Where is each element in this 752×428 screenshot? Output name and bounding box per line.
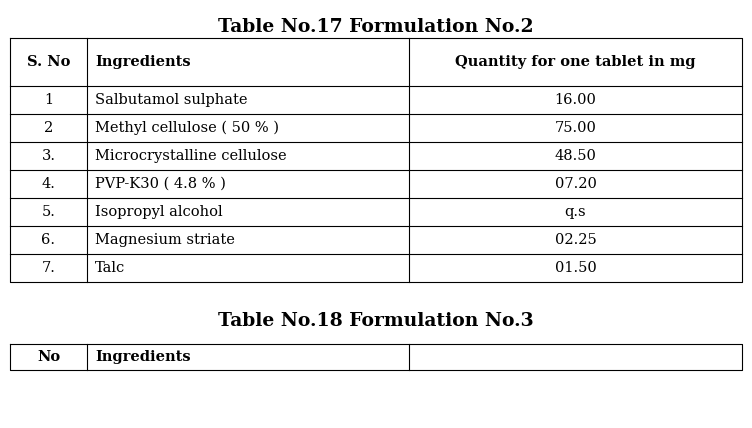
Text: No: No	[37, 350, 60, 364]
Text: 3.: 3.	[41, 149, 56, 163]
Text: Ingredients: Ingredients	[95, 350, 190, 364]
Text: 07.20: 07.20	[554, 177, 596, 191]
Text: 01.50: 01.50	[554, 261, 596, 275]
Text: S. No: S. No	[27, 55, 70, 69]
Text: 7.: 7.	[41, 261, 56, 275]
Text: Table No.17 Formulation No.2: Table No.17 Formulation No.2	[218, 18, 534, 36]
Text: Magnesium striate: Magnesium striate	[95, 233, 235, 247]
Text: 75.00: 75.00	[554, 121, 596, 135]
Text: 2: 2	[44, 121, 53, 135]
Text: Table No.18 Formulation No.3: Table No.18 Formulation No.3	[218, 312, 534, 330]
Text: q.s: q.s	[565, 205, 587, 219]
Text: Quantity for one tablet in mg: Quantity for one tablet in mg	[455, 55, 696, 69]
Text: Microcrystalline cellulose: Microcrystalline cellulose	[95, 149, 287, 163]
Text: 5.: 5.	[41, 205, 56, 219]
Text: Salbutamol sulphate: Salbutamol sulphate	[95, 93, 247, 107]
Text: 48.50: 48.50	[554, 149, 596, 163]
Text: 16.00: 16.00	[554, 93, 596, 107]
Text: 02.25: 02.25	[554, 233, 596, 247]
Text: Ingredients: Ingredients	[95, 55, 190, 69]
Text: Talc: Talc	[95, 261, 125, 275]
Text: Methyl cellulose ( 50 % ): Methyl cellulose ( 50 % )	[95, 121, 279, 135]
Text: PVP-K30 ( 4.8 % ): PVP-K30 ( 4.8 % )	[95, 177, 226, 191]
Text: 4.: 4.	[41, 177, 56, 191]
Text: 1: 1	[44, 93, 53, 107]
Text: 6.: 6.	[41, 233, 56, 247]
Text: Isopropyl alcohol: Isopropyl alcohol	[95, 205, 223, 219]
